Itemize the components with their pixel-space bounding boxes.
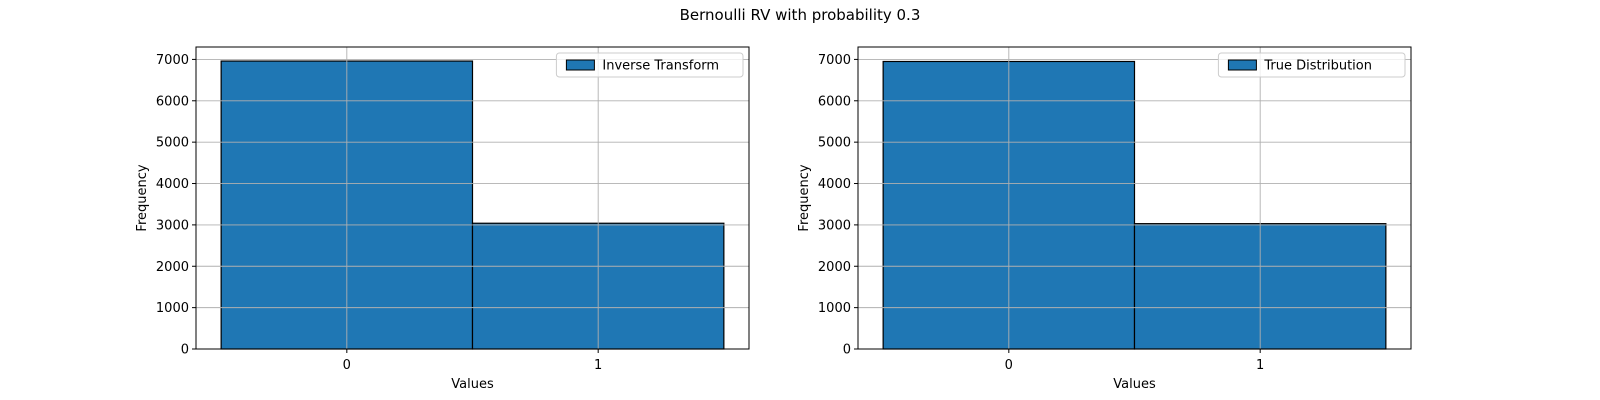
legend-box — [555, 52, 744, 78]
y-tick-label: 3000 — [156, 218, 189, 233]
axes-frame — [195, 46, 750, 350]
x-axis-label: Values — [451, 377, 494, 392]
y-tick-label: 7000 — [818, 53, 851, 68]
figure-title: Bernoulli RV with probability 0.3 — [679, 6, 921, 24]
subplot-inverse-transform: 0 1000 2000 3000 4000 5000 6000 7000 0 1 Values Fre… — [135, 46, 750, 392]
legend-swatch — [565, 59, 595, 71]
y-tick-label: 1000 — [818, 301, 851, 316]
legend-label: True Distribution — [1263, 59, 1372, 74]
legend-box — [1217, 52, 1406, 78]
subplot-true-distribution: 0 1000 2000 3000 4000 5000 6000 7000 0 1 Values Fre… — [797, 46, 1412, 392]
legend: Inverse Transform — [555, 52, 744, 78]
y-axis-label: Frequency — [797, 164, 812, 231]
legend-swatch — [1227, 59, 1257, 71]
y-tick-label: 4000 — [818, 177, 851, 192]
x-tick-label: 1 — [1256, 358, 1264, 373]
y-tick-label: 2000 — [156, 260, 189, 275]
x-tick-label: 1 — [594, 358, 602, 373]
y-tick-label: 3000 — [818, 218, 851, 233]
x-axis-label: Values — [1113, 377, 1156, 392]
legend: True Distribution — [1217, 52, 1406, 78]
x-tick-label: 0 — [343, 358, 351, 373]
y-tick-label: 1000 — [156, 301, 189, 316]
y-tick-label: 6000 — [818, 94, 851, 109]
axes-frame — [857, 46, 1412, 350]
y-tick-label: 5000 — [818, 136, 851, 151]
y-tick-label: 0 — [843, 343, 851, 358]
y-tick-label: 6000 — [156, 94, 189, 109]
y-axis-label: Frequency — [135, 164, 150, 231]
x-tick-label: 0 — [1005, 358, 1013, 373]
y-tick-label: 7000 — [156, 53, 189, 68]
y-tick-label: 5000 — [156, 136, 189, 151]
y-tick-label: 0 — [181, 343, 189, 358]
y-tick-label: 4000 — [156, 177, 189, 192]
y-tick-label: 2000 — [818, 260, 851, 275]
legend-label: Inverse Transform — [602, 59, 719, 74]
